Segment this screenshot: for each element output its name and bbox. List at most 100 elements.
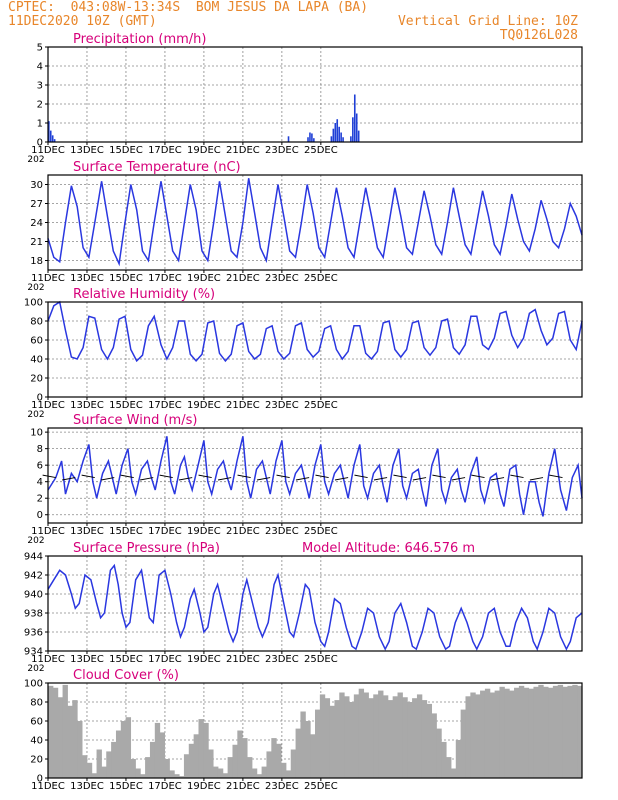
y-tick-label: 20: [30, 755, 43, 766]
panel-title: Precipitation (mm/h): [73, 32, 206, 47]
data-bar: [227, 757, 233, 778]
data-bar: [334, 123, 337, 142]
data-bar: [159, 732, 166, 778]
y-tick-label: 4: [37, 477, 43, 488]
wind-arrow: [42, 474, 56, 479]
x-tick-label: 17DEC: [148, 400, 182, 411]
x-tick-label: 19DEC: [187, 781, 221, 792]
header-grid-line: Vertical Grid Line: 10Z: [397, 14, 578, 29]
data-bar: [480, 690, 486, 778]
x-tick-label: 11DEC: [31, 526, 65, 537]
data-bar: [426, 703, 433, 778]
data-bar: [348, 702, 355, 778]
x-tick-label: 25DEC: [304, 145, 338, 156]
data-bar: [62, 684, 68, 778]
data-bar: [247, 757, 253, 778]
data-bar: [48, 121, 50, 142]
x-tick-label: 11DEC: [31, 400, 65, 411]
x-tick-label: 17DEC: [148, 273, 182, 284]
data-bar: [528, 688, 534, 778]
data-line: [47, 563, 583, 652]
data-bar: [339, 692, 345, 778]
data-bar: [285, 770, 292, 778]
x-tick-label: 17DEC: [148, 145, 182, 156]
data-bar: [261, 766, 267, 778]
x-tick-label: 21DEC: [226, 781, 260, 792]
y-tick-label: 27: [30, 199, 43, 210]
wind-arrow: [432, 474, 446, 479]
data-bar: [514, 687, 520, 778]
wind-arrow: [354, 474, 368, 479]
data-bar: [373, 694, 379, 778]
data-bar: [334, 700, 340, 778]
data-bar: [86, 762, 93, 778]
year-fragment: 202: [27, 155, 44, 165]
data-bar: [53, 139, 56, 142]
data-bar: [315, 709, 321, 778]
data-bar: [232, 744, 238, 778]
wind-arrow: [276, 474, 290, 479]
data-bar: [382, 695, 389, 778]
data-bar: [494, 690, 500, 778]
data-bar: [416, 694, 423, 778]
data-bar: [164, 759, 170, 778]
data-bar: [57, 697, 64, 778]
data-bar: [431, 713, 437, 778]
data-bar: [342, 137, 344, 142]
x-tick-label: 17DEC: [148, 781, 182, 792]
data-bar: [125, 717, 132, 778]
y-tick-label: 100: [24, 679, 43, 690]
data-bar: [363, 692, 369, 778]
data-bar: [353, 694, 360, 778]
x-tick-label: 17DEC: [148, 526, 182, 537]
data-bar: [203, 722, 209, 778]
wind-arrow: [549, 474, 563, 479]
data-bar: [179, 776, 185, 778]
chart-frame: [47, 174, 583, 271]
data-bar: [111, 741, 117, 778]
y-tick-label: 30: [30, 180, 43, 191]
data-bar: [572, 684, 578, 778]
data-bar: [222, 773, 229, 778]
wind-arrow: [101, 477, 115, 481]
chart-frame: [47, 682, 583, 779]
x-tick-label: 13DEC: [70, 781, 104, 792]
data-bar: [300, 711, 306, 778]
data-bar: [538, 684, 544, 778]
y-tick-label: 21: [30, 237, 43, 248]
data-bar: [392, 696, 399, 778]
data-bar: [475, 694, 481, 778]
data-bar: [287, 136, 290, 142]
data-bar: [450, 768, 457, 778]
x-tick-label: 15DEC: [109, 781, 143, 792]
chart-frame: [47, 46, 583, 143]
data-bar: [120, 721, 127, 778]
data-bar: [49, 130, 52, 142]
x-tick-label: 11DEC: [31, 145, 65, 156]
data-bar: [387, 700, 394, 778]
y-tick-label: 942: [24, 571, 43, 582]
y-tick-label: 0: [37, 774, 43, 785]
x-tick-label: 15DEC: [109, 526, 143, 537]
data-bar: [543, 686, 549, 778]
header-model-id: TQ0126L028: [499, 28, 578, 43]
x-tick-label: 19DEC: [187, 526, 221, 537]
data-bar: [130, 759, 136, 778]
data-bar: [81, 755, 88, 778]
data-bar: [344, 696, 350, 778]
data-bar: [518, 685, 525, 778]
data-bar: [336, 119, 339, 142]
data-bar: [562, 686, 568, 778]
data-bar: [217, 768, 224, 778]
wind-arrow: [510, 474, 524, 479]
x-tick-label: 23DEC: [265, 145, 299, 156]
data-bar: [368, 698, 374, 778]
data-bar: [460, 709, 466, 778]
wind-arrow: [198, 474, 212, 479]
data-bar: [499, 686, 505, 778]
x-tick-label: 21DEC: [226, 273, 260, 284]
data-bar: [48, 685, 54, 778]
data-bar: [198, 719, 204, 778]
wind-arrow: [451, 477, 466, 481]
y-tick-label: 6: [37, 461, 43, 472]
